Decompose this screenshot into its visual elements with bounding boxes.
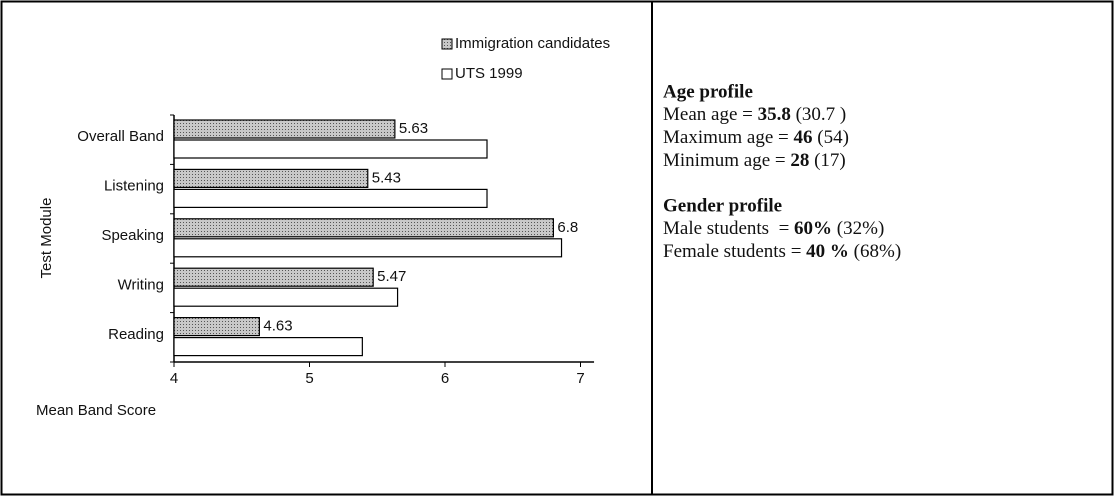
data-label: 5.63	[399, 120, 428, 137]
legend-swatch	[441, 68, 453, 80]
profile-line: Mean age = 35.8 (30.7 )	[663, 104, 846, 125]
chart: 4 5 6 7 Overall Band 5.63 Listening 5.43 Speakin…	[36, 35, 610, 419]
legend-label: UTS 1999	[455, 65, 523, 82]
text-segment: 46	[794, 127, 813, 148]
bar	[173, 267, 374, 287]
text-segment: (30.7 )	[791, 104, 846, 125]
text-segment: (32%)	[832, 218, 884, 239]
y-tick-label: Listening	[104, 178, 164, 195]
bar	[173, 317, 260, 337]
data-label: 6.8	[557, 219, 578, 236]
text-segment: Mean age =	[663, 104, 758, 125]
y-tick-label: Speaking	[101, 227, 164, 244]
text-segment: Female students =	[663, 241, 806, 262]
bar	[173, 139, 488, 159]
text-segment: (17)	[809, 150, 845, 171]
x-axis-label: Mean Band Score	[36, 402, 156, 419]
section-heading: Age profile	[663, 81, 753, 102]
bar	[173, 119, 396, 139]
x-tick-label: 4	[170, 370, 178, 387]
x-tick-label: 5	[305, 370, 313, 387]
text-segment: (54)	[813, 127, 849, 148]
y-tick-label: Reading	[108, 326, 164, 343]
y-tick-label: Overall Band	[77, 128, 164, 145]
profile-line: Male students = 60% (32%)	[663, 218, 884, 239]
bar	[173, 238, 563, 258]
section-heading: Gender profile	[663, 195, 782, 216]
y-tick-label: Writing	[118, 276, 164, 293]
bar	[173, 218, 554, 238]
bar	[173, 188, 488, 208]
bar	[173, 287, 399, 307]
text-segment: Male students =	[663, 218, 794, 239]
x-tick-label: 7	[576, 370, 584, 387]
y-axis-label: Test Module	[38, 198, 55, 279]
text-segment: (68%)	[849, 241, 901, 262]
text-segment: Maximum age =	[663, 127, 794, 148]
text-segment: 60%	[794, 218, 832, 239]
profile-line: Maximum age = 46 (54)	[663, 127, 849, 148]
legend-swatch	[441, 38, 453, 50]
x-tick-label: 6	[441, 370, 449, 387]
data-label: 5.47	[377, 268, 406, 285]
text-segment: 40 %	[806, 241, 849, 262]
data-label: 4.63	[263, 318, 292, 335]
bar	[173, 168, 369, 188]
data-label: 5.43	[372, 169, 401, 186]
bar	[173, 337, 363, 357]
text-segment: Minimum age =	[663, 150, 790, 171]
text-segment: 28	[790, 150, 809, 171]
legend-label: Immigration candidates	[455, 35, 610, 52]
profile-line: Minimum age = 28 (17)	[663, 150, 846, 171]
text-segment: 35.8	[758, 104, 791, 125]
profile-line: Female students = 40 % (68%)	[663, 241, 901, 262]
